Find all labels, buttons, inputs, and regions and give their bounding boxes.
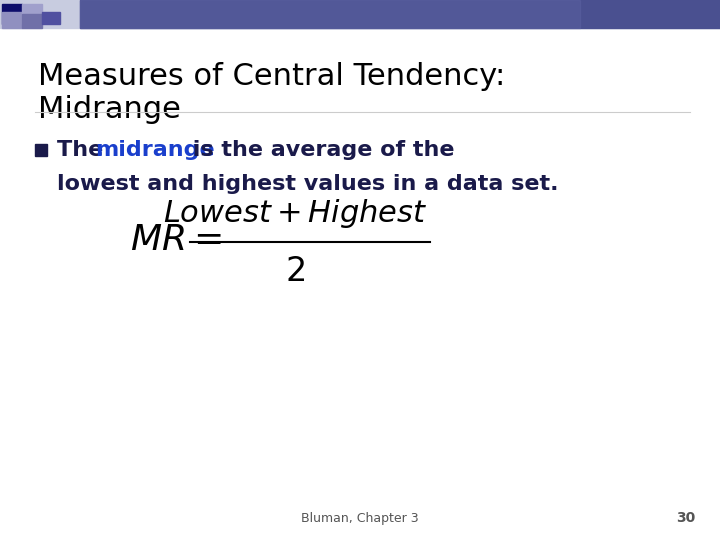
Bar [35,144,47,156]
Text: $\mathit{2}$: $\mathit{2}$ [285,256,305,288]
Text: $\mathit{MR} = $: $\mathit{MR} = $ [130,223,222,257]
Text: $\mathit{Lowest + Highest}$: $\mathit{Lowest + Highest}$ [163,198,427,231]
Bar [2,12,22,28]
Bar [22,4,42,24]
Text: is the average of the: is the average of the [185,140,454,160]
Bar [80,0,580,28]
Text: Bluman, Chapter 3: Bluman, Chapter 3 [301,512,419,525]
Text: 30: 30 [676,511,695,525]
Bar [80,0,720,28]
Text: lowest and highest values in a data set.: lowest and highest values in a data set. [57,174,559,194]
Text: The: The [57,140,111,160]
Bar [2,4,22,24]
Text: Midrange: Midrange [38,95,181,124]
Text: Measures of Central Tendency:: Measures of Central Tendency: [38,62,505,91]
Bar [22,14,42,28]
Bar [42,12,60,24]
Bar [0,0,720,28]
Text: midrange: midrange [95,140,215,160]
